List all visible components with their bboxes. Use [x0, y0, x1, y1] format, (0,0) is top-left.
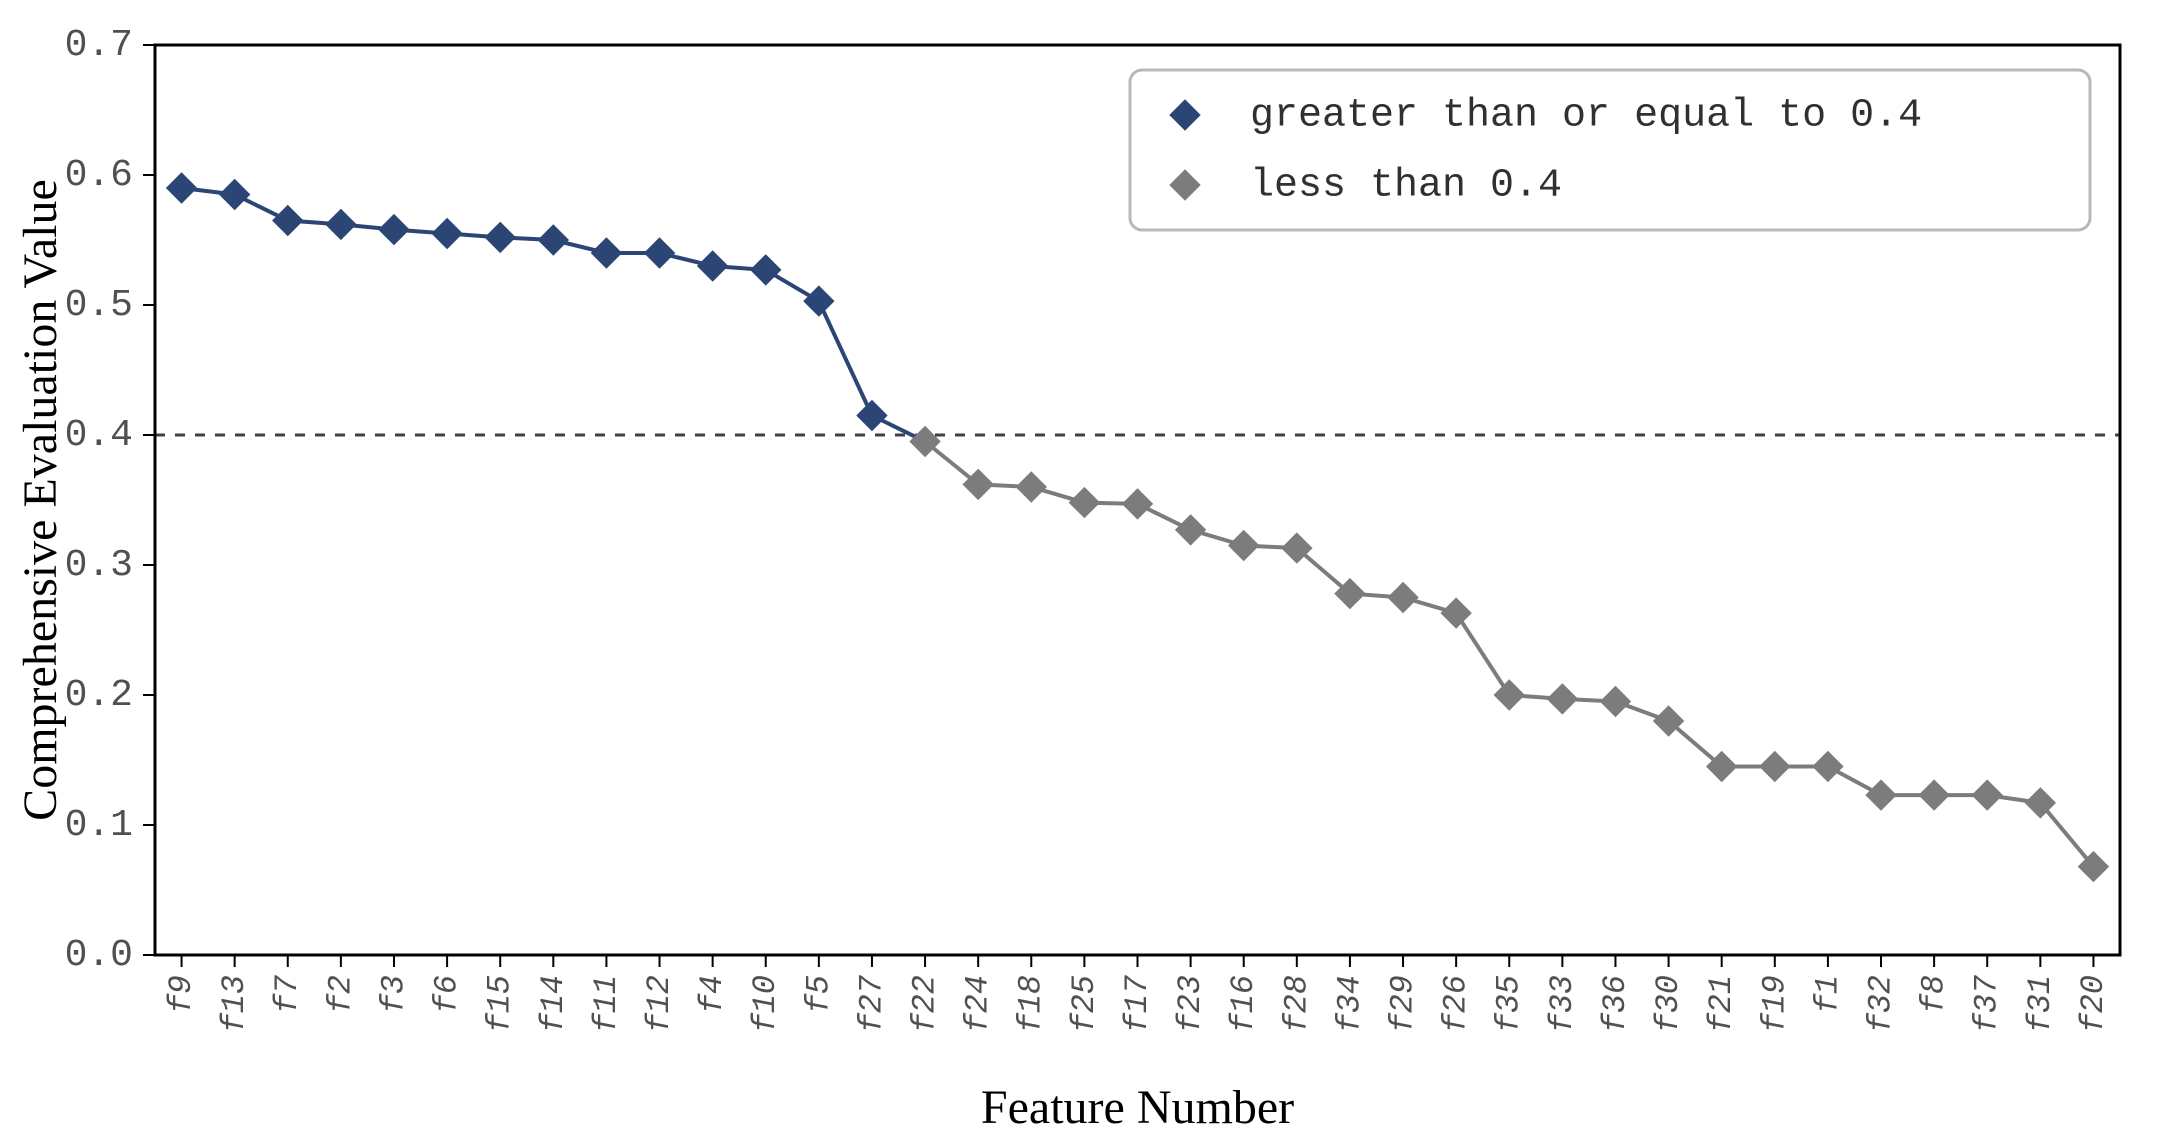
x-tick-label: f4 [694, 975, 731, 1013]
x-tick-label: f36 [1597, 975, 1634, 1033]
x-tick-label: f33 [1544, 975, 1581, 1033]
x-tick-label: f32 [1862, 975, 1899, 1033]
x-tick-label: f15 [482, 975, 519, 1033]
x-tick-label: f18 [1013, 975, 1050, 1033]
x-tick-label: f9 [163, 975, 200, 1013]
x-tick-label: f28 [1278, 975, 1315, 1033]
chart-svg: 0.0 0.1 0.2 0.3 0.4 0.5 0.6 0.7 f9 f13 f7 f2 f3 f6 f15… [0, 0, 2173, 1142]
x-tick-label: f2 [322, 975, 359, 1013]
x-tick-label: f23 [1172, 975, 1209, 1033]
x-tick-label: f27 [853, 974, 890, 1032]
x-tick-label: f17 [1119, 974, 1156, 1032]
x-tick-label: f26 [1438, 975, 1475, 1033]
y-tick-label: 0.2 [65, 674, 133, 717]
x-tick-label: f10 [747, 975, 784, 1033]
x-tick-label: f3 [375, 975, 412, 1013]
x-tick-label: f37 [1969, 974, 2006, 1032]
x-tick-label: f35 [1491, 975, 1528, 1033]
x-tick-label: f22 [907, 975, 944, 1033]
x-tick-label: f1 [1809, 975, 1846, 1013]
legend-label-ge04: greater than or equal to 0.4 [1250, 94, 1922, 139]
x-tick-label: f34 [1331, 975, 1368, 1033]
x-tick-label: f29 [1384, 975, 1421, 1033]
chart-container: 0.0 0.1 0.2 0.3 0.4 0.5 0.6 0.7 f9 f13 f7 f2 f3 f6 f15… [0, 0, 2173, 1142]
x-tick-label: f11 [588, 975, 625, 1033]
x-tick-label: f25 [1066, 975, 1103, 1033]
x-tick-label: f14 [535, 975, 572, 1033]
x-tick-label: f16 [1225, 975, 1262, 1033]
x-tick-label: f31 [2022, 975, 2059, 1033]
x-tick-label: f24 [960, 975, 997, 1033]
y-tick-label: 0.6 [65, 154, 133, 197]
y-tick-label: 0.7 [65, 24, 133, 67]
y-axis-label: Comprehensive Evaluation Value [14, 179, 67, 821]
y-tick-label: 0.1 [65, 804, 133, 847]
x-tick-label: f8 [1916, 975, 1953, 1013]
y-tick-label: 0.0 [65, 934, 133, 977]
x-tick-label: f12 [641, 975, 678, 1033]
x-axis-label: Feature Number [981, 1081, 1294, 1134]
y-tick-label: 0.4 [65, 414, 133, 457]
x-tick-label: f20 [2075, 975, 2112, 1033]
x-tick-label: f13 [216, 975, 253, 1033]
y-tick-label: 0.3 [65, 544, 133, 587]
legend-label-lt04: less than 0.4 [1250, 164, 1562, 209]
x-tick-label: f5 [800, 975, 837, 1013]
x-tick-label: f30 [1650, 975, 1687, 1033]
y-tick-label: 0.5 [65, 284, 133, 327]
x-tick-label: f6 [429, 975, 466, 1013]
x-tick-label: f21 [1703, 975, 1740, 1033]
x-tick-label: f19 [1756, 975, 1793, 1033]
x-tick-label: f7 [269, 974, 306, 1013]
